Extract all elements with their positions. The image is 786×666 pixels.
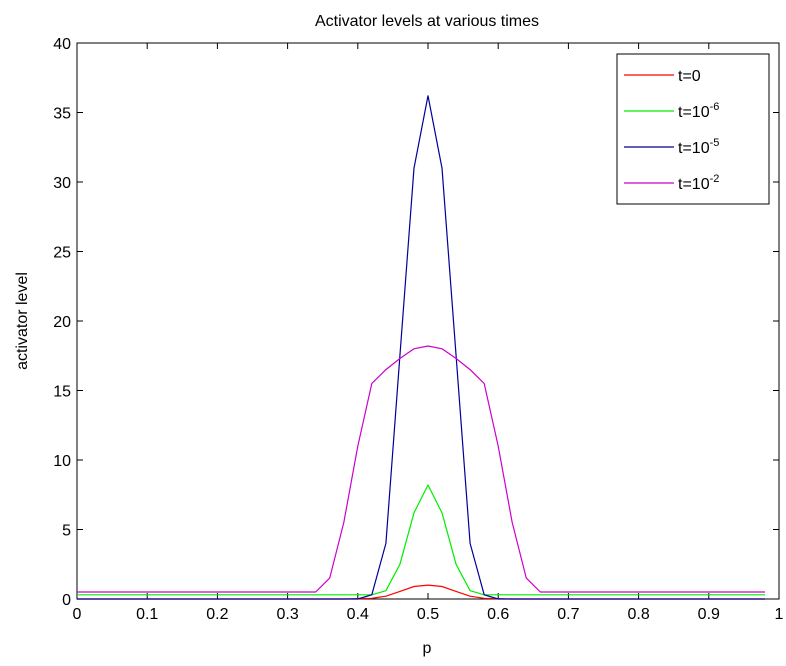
legend-label-base: t=10 <box>678 140 710 157</box>
x-tick-label: 0.6 <box>487 606 509 623</box>
y-axis-label: activator level <box>14 272 31 370</box>
x-tick-label: 0.4 <box>347 606 369 623</box>
x-tick-label: 0.8 <box>627 606 649 623</box>
legend: t=0t=10-6t=10-5t=10-2 <box>616 53 770 205</box>
legend-label-base: t=10 <box>678 176 710 193</box>
y-tick-label: 25 <box>53 245 71 262</box>
y-tick-label: 5 <box>62 523 71 540</box>
legend-label-2: t=10-6 <box>678 101 719 121</box>
series-line-4 <box>77 345 765 593</box>
legend-label-base: t=0 <box>678 68 701 85</box>
x-tick-label: 1 <box>775 606 784 623</box>
x-tick-label: 0.9 <box>698 606 720 623</box>
x-tick-label: 0.5 <box>417 606 439 623</box>
legend-box <box>616 53 770 205</box>
x-tick-label: 0.1 <box>136 606 158 623</box>
x-tick-label: 0.7 <box>557 606 579 623</box>
series-line-3 <box>77 95 765 600</box>
legend-label-1: t=0 <box>678 68 701 85</box>
series-lines <box>77 95 765 600</box>
y-tick-label: 35 <box>53 106 71 123</box>
y-tick-label: 15 <box>53 384 71 401</box>
axis-ticks: 0 0.1 0.2 0.3 0.4 0.5 0.6 0.7 0.8 0.9 105101520253… <box>53 36 783 623</box>
x-tick-label: 0.2 <box>206 606 228 623</box>
chart-title: Activator levels at various times <box>315 13 539 30</box>
legend-label-exponent: -6 <box>710 101 720 113</box>
legend-label-3: t=10-5 <box>678 137 719 157</box>
legend-label-base: t=10 <box>678 104 710 121</box>
x-tick-label: 0 <box>73 606 82 623</box>
legend-label-exponent: -2 <box>710 173 720 185</box>
x-tick-label: 0.3 <box>276 606 298 623</box>
y-tick-label: 20 <box>53 314 71 331</box>
y-tick-label: 0 <box>62 592 71 609</box>
legend-label-4: t=10-2 <box>678 173 719 193</box>
y-tick-label: 10 <box>53 453 71 470</box>
x-axis-label: p <box>423 640 432 657</box>
legend-label-exponent: -5 <box>710 137 720 149</box>
series-line-2 <box>77 484 765 596</box>
y-tick-label: 30 <box>53 175 71 192</box>
y-tick-label: 40 <box>53 36 71 53</box>
